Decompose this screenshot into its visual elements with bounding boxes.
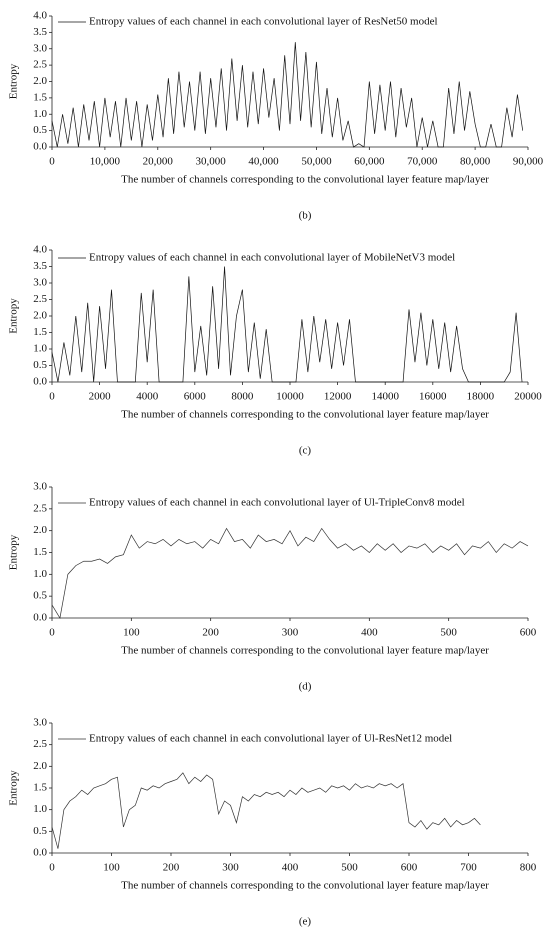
y-tick-label: 2.5 [33,59,47,71]
x-tick-label: 30,000 [196,156,227,168]
x-tick-label: 300 [222,862,239,874]
caption: (c) [299,445,312,457]
x-tick-label: 500 [341,862,358,874]
y-tick-label: 3.5 [33,26,47,38]
y-tick-label: 3.5 [33,260,47,272]
y-tick-label: 2.0 [33,75,47,87]
data-line [51,42,524,148]
x-tick-label: 4000 [136,391,159,403]
x-axis-label: The number of channels corresponding to … [121,409,489,421]
y-axis-label: Entropy [8,770,20,806]
legend-label: Entropy values of each channel in each c… [89,16,438,28]
caption: (d) [299,681,312,693]
x-tick-label: 700 [460,862,477,874]
data-line [51,266,523,383]
y-tick-label: 2.5 [33,293,47,305]
y-tick-label: 4.0 [33,10,47,22]
x-axis-label: The number of channels corresponding to … [121,174,489,186]
y-tick-label: 3.0 [33,481,47,493]
x-tick-label: 400 [282,862,299,874]
y-tick-label: 0.0 [33,847,47,859]
x-tick-label: 20000 [514,391,542,403]
y-tick-label: 1.5 [33,326,47,338]
data-line [51,527,529,619]
x-tick-label: 8000 [231,391,254,403]
x-tick-label: 80,000 [460,156,491,168]
data-line [51,772,481,849]
legend-label: Entropy values of each channel in each c… [89,497,465,509]
x-tick-label: 10000 [276,391,304,403]
y-tick-label: 1.0 [33,343,47,355]
x-tick-label: 50,000 [301,156,332,168]
x-tick-label: 2000 [89,391,112,403]
x-tick-label: 0 [49,156,55,168]
y-tick-label: 2.0 [33,760,47,772]
x-tick-label: 6000 [184,391,207,403]
y-tick-label: 1.0 [33,803,47,815]
x-tick-label: 100 [123,627,140,639]
y-tick-label: 1.0 [33,568,47,580]
y-axis-label: Entropy [8,298,20,334]
x-tick-label: 100 [103,862,120,874]
x-tick-label: 70,000 [407,156,438,168]
x-tick-label: 500 [440,627,457,639]
y-axis-label: Entropy [8,534,20,570]
x-tick-label: 14000 [371,391,399,403]
y-tick-label: 2.5 [33,502,47,514]
x-tick-label: 400 [361,627,378,639]
y-tick-label: 0.5 [33,590,47,602]
x-tick-label: 0 [49,862,55,874]
y-tick-label: 3.0 [33,277,47,289]
x-tick-label: 40,000 [248,156,279,168]
x-tick-label: 0 [49,391,55,403]
y-tick-label: 1.0 [33,108,47,120]
y-tick-label: 1.5 [33,782,47,794]
x-tick-label: 12000 [324,391,352,403]
y-tick-label: 4.0 [33,244,47,256]
caption: (e) [299,916,312,928]
y-tick-label: 2.0 [33,310,47,322]
caption: (b) [299,210,312,222]
y-tick-label: 3.0 [33,42,47,54]
y-tick-label: 0.0 [33,612,47,624]
x-tick-label: 600 [520,627,537,639]
x-tick-label: 200 [163,862,180,874]
y-tick-label: 2.5 [33,738,47,750]
x-tick-label: 200 [202,627,219,639]
x-tick-label: 18000 [467,391,495,403]
y-tick-label: 3.0 [33,717,47,729]
x-tick-label: 10,000 [90,156,121,168]
y-tick-label: 0.5 [33,825,47,837]
y-tick-label: 2.0 [33,524,47,536]
y-tick-label: 1.5 [33,91,47,103]
x-axis-label: The number of channels corresponding to … [121,880,489,892]
y-tick-label: 0.0 [33,141,47,153]
x-tick-label: 300 [282,627,299,639]
y-tick-label: 0.5 [33,359,47,371]
y-tick-label: 0.5 [33,124,47,136]
y-tick-label: 0.0 [33,376,47,388]
x-tick-label: 90,000 [513,156,544,168]
x-tick-label: 16000 [419,391,447,403]
x-tick-label: 600 [401,862,418,874]
y-axis-label: Entropy [8,63,20,99]
legend-label: Entropy values of each channel in each c… [89,252,455,264]
x-tick-label: 800 [520,862,537,874]
legend-label: Entropy values of each channel in each c… [89,733,452,745]
y-tick-label: 1.5 [33,546,47,558]
x-tick-label: 60,000 [354,156,385,168]
x-tick-label: 0 [49,627,55,639]
x-axis-label: The number of channels corresponding to … [121,645,489,657]
x-tick-label: 20,000 [143,156,174,168]
